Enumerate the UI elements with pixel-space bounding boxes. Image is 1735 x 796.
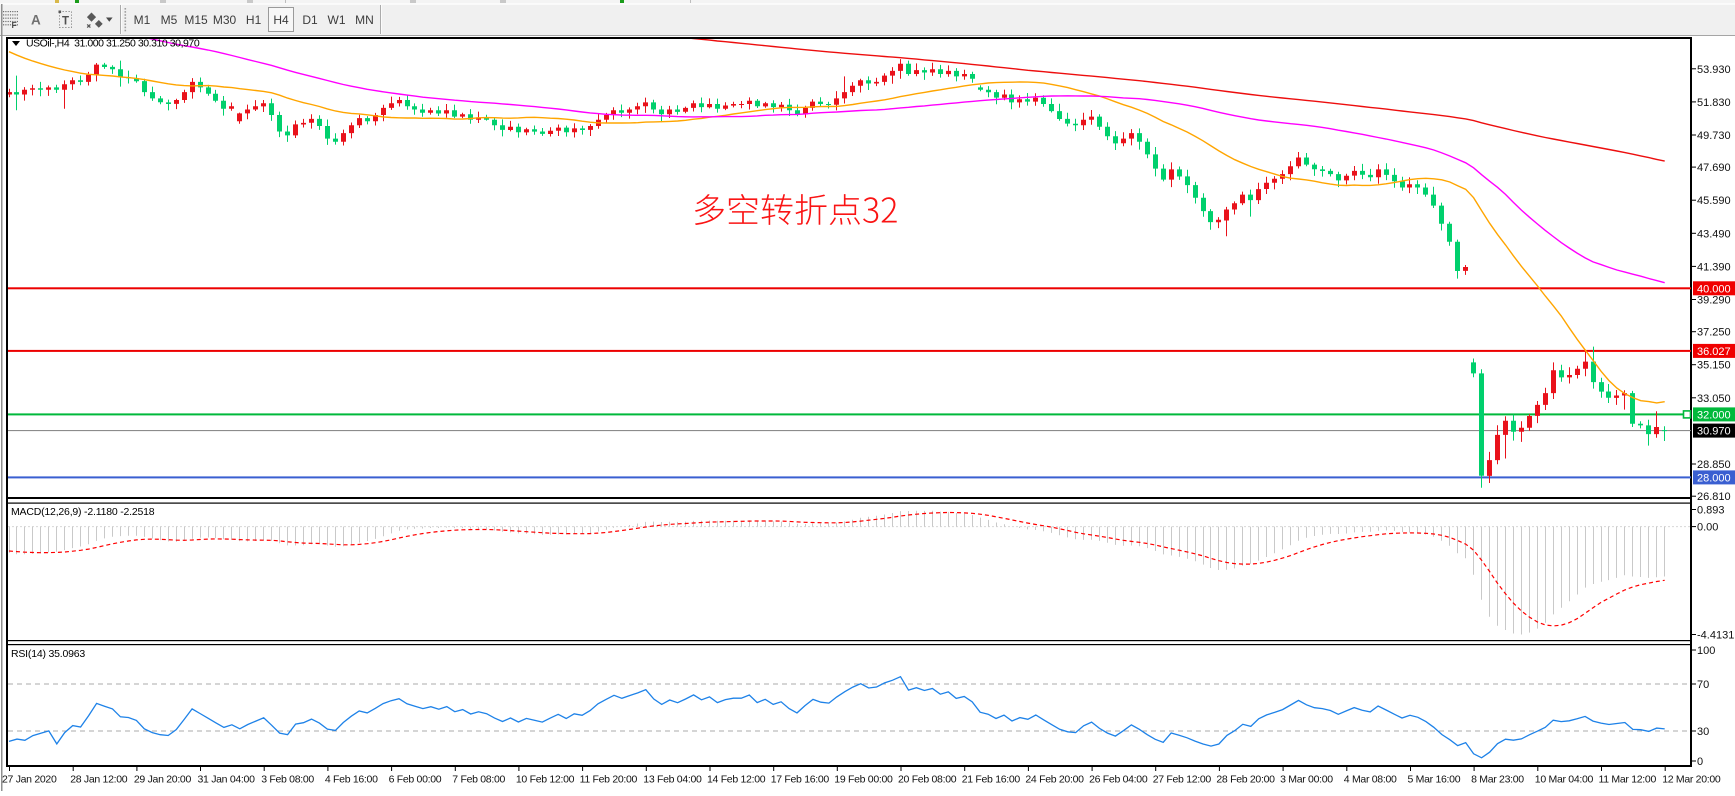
svg-text:F: F	[12, 20, 17, 30]
svg-text:M30: M30	[213, 13, 237, 27]
svg-text:28.000: 28.000	[1697, 472, 1731, 484]
svg-text:30: 30	[1697, 726, 1709, 738]
svg-text:100: 100	[1697, 645, 1715, 657]
svg-text:28 Feb 20:00: 28 Feb 20:00	[1216, 774, 1275, 786]
svg-text:51.830: 51.830	[1697, 97, 1731, 109]
svg-text:32.000: 32.000	[1697, 409, 1731, 421]
svg-text:28 Jan 12:00: 28 Jan 12:00	[70, 774, 128, 786]
svg-text:10 Mar 04:00: 10 Mar 04:00	[1535, 774, 1594, 786]
svg-text:12 Mar 20:00: 12 Mar 20:00	[1662, 774, 1721, 786]
svg-text:14 Feb 12:00: 14 Feb 12:00	[707, 774, 766, 786]
svg-text:-4.4131: -4.4131	[1697, 630, 1734, 642]
svg-text:27 Feb 12:00: 27 Feb 12:00	[1153, 774, 1212, 786]
svg-text:29 Jan 20:00: 29 Jan 20:00	[134, 774, 192, 786]
svg-text:4 Feb 16:00: 4 Feb 16:00	[325, 774, 378, 786]
svg-text:26.810: 26.810	[1697, 491, 1731, 503]
svg-text:40.000: 40.000	[1697, 283, 1731, 295]
svg-text:11 Feb 20:00: 11 Feb 20:00	[580, 774, 638, 786]
svg-text:MN: MN	[355, 13, 374, 27]
svg-text:47.690: 47.690	[1697, 162, 1731, 174]
svg-text:37.250: 37.250	[1697, 327, 1731, 339]
svg-text:M5: M5	[161, 13, 178, 27]
svg-text:M15: M15	[184, 13, 208, 27]
svg-text:T: T	[62, 16, 69, 28]
svg-text:11 Mar 12:00: 11 Mar 12:00	[1599, 774, 1657, 786]
svg-text:20 Feb 08:00: 20 Feb 08:00	[898, 774, 957, 786]
svg-text:21 Feb 16:00: 21 Feb 16:00	[962, 774, 1021, 786]
svg-text:49.730: 49.730	[1697, 130, 1731, 142]
svg-text:13 Feb 04:00: 13 Feb 04:00	[643, 774, 702, 786]
svg-text:36.027: 36.027	[1697, 346, 1731, 358]
svg-text:70: 70	[1697, 679, 1709, 691]
svg-text:31 Jan 04:00: 31 Jan 04:00	[198, 774, 256, 786]
svg-text:H4: H4	[273, 13, 289, 27]
svg-text:USOil-,H4 31.000 31.250 30.31: USOil-,H4 31.000 31.250 30.310 30,970	[26, 38, 200, 50]
svg-text:M1: M1	[134, 13, 151, 27]
svg-text:D1: D1	[302, 13, 318, 27]
svg-text:53.930: 53.930	[1697, 64, 1731, 76]
svg-text:19 Feb 00:00: 19 Feb 00:00	[834, 774, 893, 786]
svg-text:0.893: 0.893	[1697, 505, 1725, 517]
svg-text:26 Feb 04:00: 26 Feb 04:00	[1089, 774, 1148, 786]
svg-text:41.390: 41.390	[1697, 261, 1731, 273]
svg-text:MACD(12,26,9) -2.1180 -2.2518: MACD(12,26,9) -2.1180 -2.2518	[11, 506, 155, 518]
svg-text:W1: W1	[328, 13, 346, 27]
svg-text:6 Feb 00:00: 6 Feb 00:00	[389, 774, 442, 786]
svg-text:5 Mar 16:00: 5 Mar 16:00	[1408, 774, 1461, 786]
svg-text:28.850: 28.850	[1697, 459, 1731, 471]
svg-text:33.050: 33.050	[1697, 393, 1731, 405]
svg-text:45.590: 45.590	[1697, 195, 1731, 207]
svg-text:30.970: 30.970	[1697, 426, 1731, 438]
svg-text:8 Mar 23:00: 8 Mar 23:00	[1471, 774, 1524, 786]
svg-text:3 Mar 00:00: 3 Mar 00:00	[1280, 774, 1333, 786]
svg-text:27 Jan 2020: 27 Jan 2020	[2, 774, 57, 786]
svg-text:0: 0	[1697, 756, 1703, 768]
svg-text:7 Feb 08:00: 7 Feb 08:00	[452, 774, 505, 786]
svg-text:10 Feb 12:00: 10 Feb 12:00	[516, 774, 575, 786]
svg-text:24 Feb 20:00: 24 Feb 20:00	[1025, 774, 1084, 786]
svg-text:39.290: 39.290	[1697, 295, 1731, 307]
svg-text:RSI(14) 35.0963: RSI(14) 35.0963	[11, 648, 85, 660]
svg-text:0.00: 0.00	[1697, 522, 1718, 534]
svg-text:35.150: 35.150	[1697, 360, 1731, 372]
svg-text:17 Feb 16:00: 17 Feb 16:00	[771, 774, 830, 786]
svg-text:3 Feb 08:00: 3 Feb 08:00	[261, 774, 314, 786]
svg-text:H1: H1	[246, 13, 262, 27]
svg-text:43.490: 43.490	[1697, 228, 1731, 240]
svg-text:A: A	[31, 13, 41, 28]
svg-text:4 Mar 08:00: 4 Mar 08:00	[1344, 774, 1397, 786]
